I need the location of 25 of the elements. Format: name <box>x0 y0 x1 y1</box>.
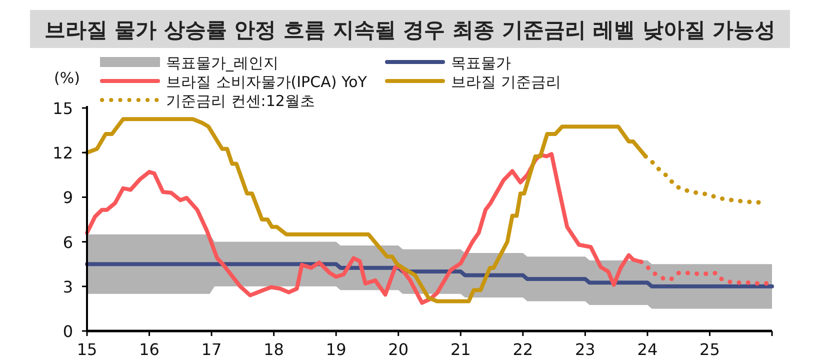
y-axis-title: (%) <box>54 69 80 87</box>
legend-label: 기준금리 컨센:12월초 <box>166 92 315 110</box>
x-tick-label: 22 <box>512 340 534 359</box>
chart-title: 브라질 물가 상승률 안정 흐름 지속될 경우 최종 기준금리 레벨 낮아질 가능성 <box>44 18 776 42</box>
x-tick-label: 17 <box>201 340 222 359</box>
line-series <box>85 262 774 288</box>
y-tick-label: 0 <box>62 322 73 341</box>
x-tick-label: 21 <box>450 340 471 359</box>
x-tick-label: 24 <box>637 340 658 359</box>
x-tick-label: 15 <box>76 340 98 359</box>
legend-label: 목표물가_레인지 <box>166 54 278 72</box>
x-tick-label: 16 <box>139 340 160 359</box>
legend-label: 목표물가 <box>451 54 511 72</box>
y-tick-label: 15 <box>52 99 73 118</box>
y-tick-label: 6 <box>62 232 73 252</box>
legend-label: 브라질 소비자물가(IPCA) YoY <box>166 73 368 91</box>
y-tick-label: 3 <box>62 277 73 296</box>
x-tick-label: 20 <box>388 340 409 359</box>
y-tick-label: 12 <box>52 144 73 163</box>
x-tick-label: 25 <box>700 340 720 359</box>
y-tick-label: 9 <box>62 188 73 208</box>
legend-label: 브라질 기준금리 <box>451 73 561 91</box>
x-tick-label: 19 <box>326 340 346 359</box>
x-tick-label: 18 <box>264 340 284 359</box>
x-tick-label: 23 <box>575 340 596 359</box>
